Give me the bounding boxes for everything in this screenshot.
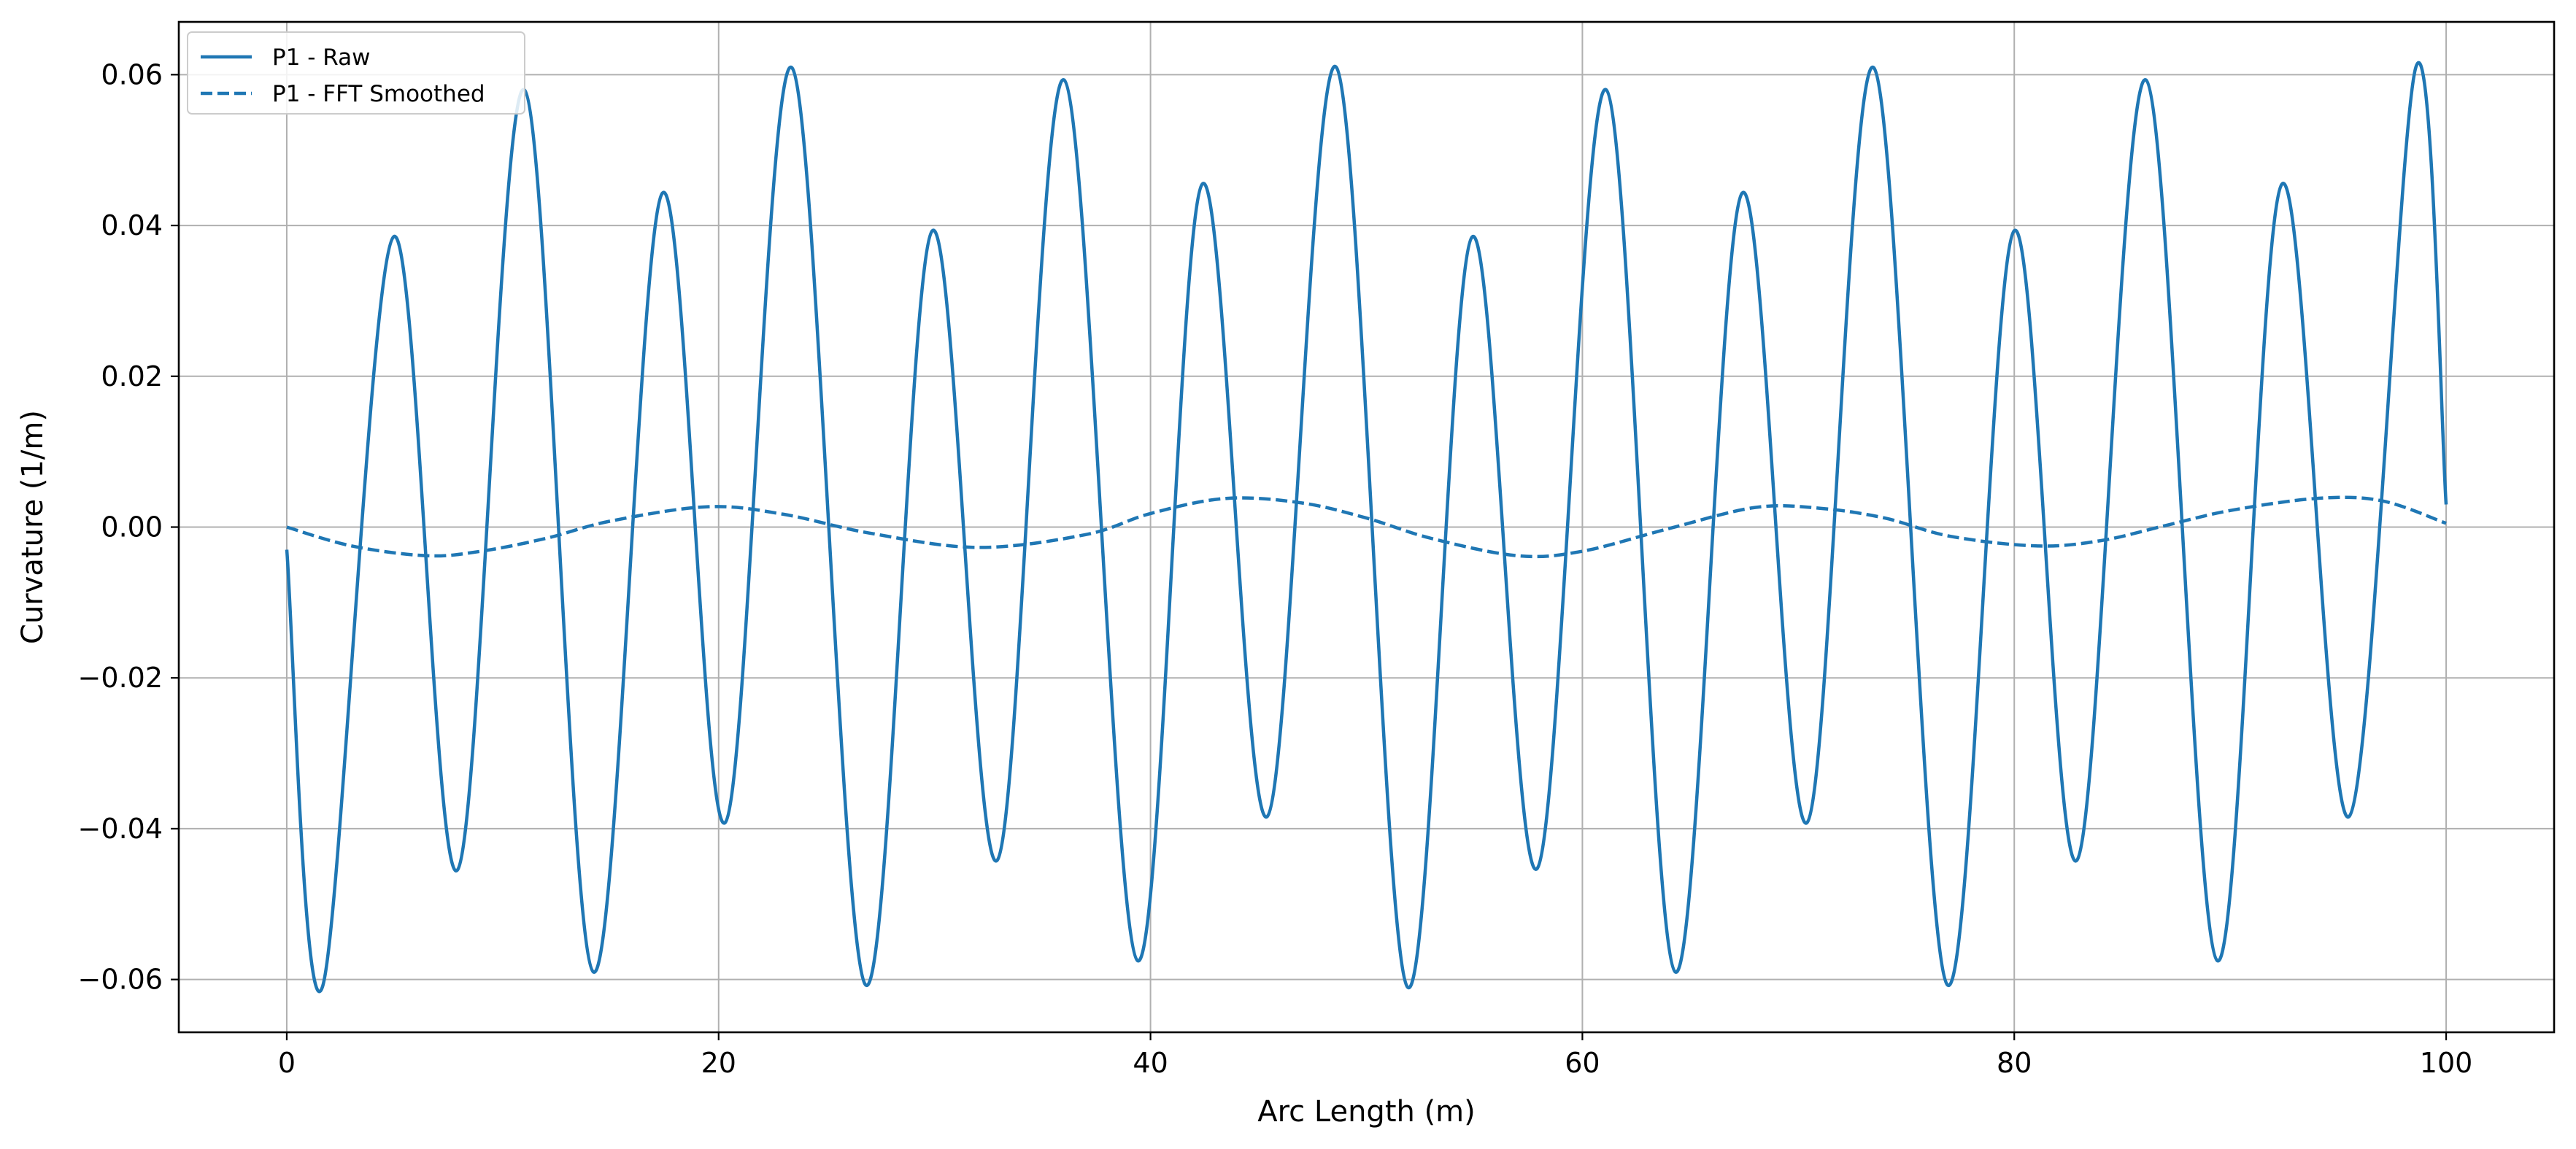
- y-axis-label: Curvature (1/m): [16, 410, 50, 644]
- legend-label-raw: P1 - Raw: [272, 45, 371, 71]
- x-tick-label: 20: [701, 1047, 736, 1079]
- y-tick-label: −0.02: [78, 662, 163, 694]
- legend: P1 - Raw P1 - FFT Smoothed: [187, 31, 525, 115]
- y-tick-label: −0.06: [78, 964, 163, 996]
- y-tick-label: 0.06: [101, 58, 163, 90]
- x-axis-label: Arc Length (m): [1257, 1095, 1476, 1129]
- legend-label-smoothed: P1 - FFT Smoothed: [272, 81, 485, 107]
- x-tick-label: 60: [1565, 1047, 1600, 1079]
- y-tick-label: 0.00: [101, 511, 163, 543]
- x-tick-label: 80: [1997, 1047, 2032, 1079]
- y-tick-label: −0.04: [78, 813, 163, 845]
- grid: [179, 22, 2554, 1032]
- y-tick-label: 0.02: [101, 360, 163, 392]
- x-tick-label: 40: [1133, 1047, 1168, 1079]
- series-line-smoothed: [286, 495, 2447, 559]
- axis-ticks: 0 20 40 60 80 100 −0.06 −0.04 −0.02 0.00 0.02 0.04 0…: [78, 58, 2473, 1079]
- series-lines: [285, 61, 2448, 994]
- legend-box: [187, 31, 525, 115]
- x-tick-label: 0: [278, 1047, 296, 1079]
- x-tick-label: 100: [2420, 1047, 2473, 1079]
- y-tick-label: 0.04: [101, 209, 163, 241]
- series-line-raw: [285, 61, 2448, 994]
